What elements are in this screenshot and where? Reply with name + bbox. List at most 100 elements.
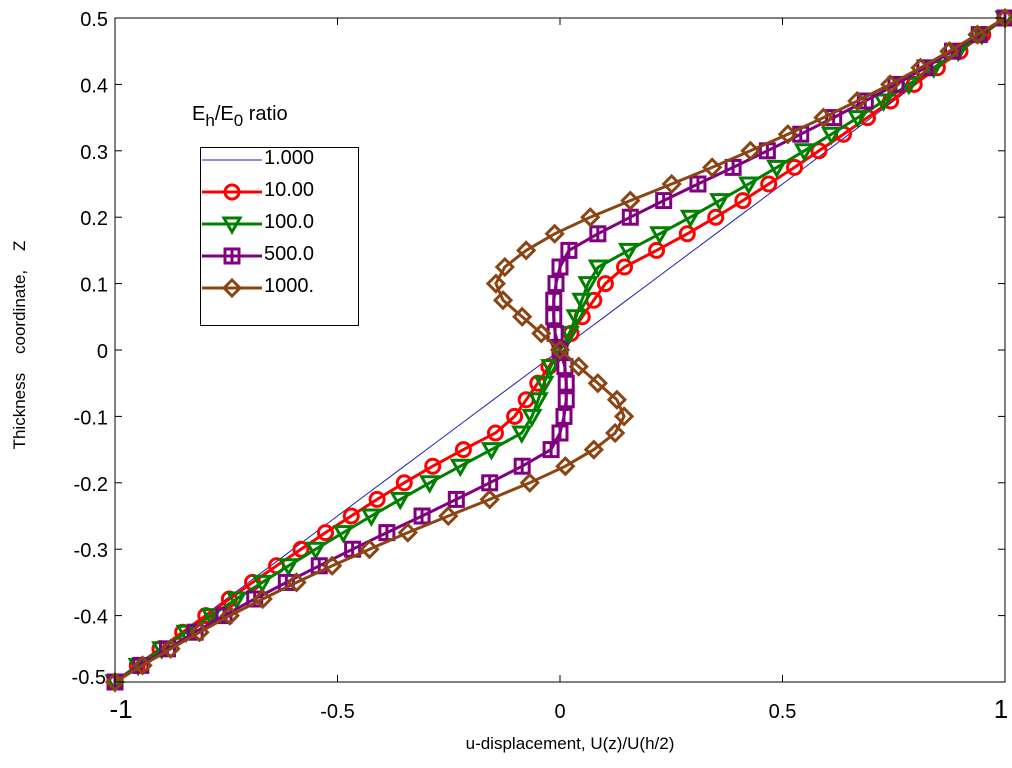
series-5-point <box>519 472 540 493</box>
series-5-point <box>219 605 240 626</box>
series-5-point <box>583 439 604 460</box>
series-3-point <box>449 458 471 478</box>
series-3-point <box>175 624 197 644</box>
y-tick-label: 0 <box>97 341 108 363</box>
y-axis-label: Thickness coordinate, Z <box>10 240 29 450</box>
series-5-point <box>606 389 628 410</box>
series-5-point <box>160 638 181 659</box>
series-3-point <box>617 242 640 262</box>
series-2-point <box>486 424 504 442</box>
x-tick-label: -1 <box>109 694 132 724</box>
y-tick-label: -0.4 <box>74 607 108 629</box>
series-2-point <box>596 275 614 293</box>
legend-title-mid: /E <box>214 103 234 125</box>
legend-swatch-1 <box>202 159 262 161</box>
series-5-point <box>438 505 459 527</box>
series-5-point <box>492 290 514 311</box>
x-tick-label: 1 <box>994 694 1008 724</box>
legend-swatch-5 <box>202 277 262 299</box>
series-4-point <box>724 158 742 176</box>
series-4-point <box>545 308 563 326</box>
series-3-point <box>820 126 843 146</box>
series-4-point <box>555 407 573 425</box>
series-3-point <box>305 541 327 561</box>
series-5-point <box>587 373 608 394</box>
y-tick-label: 0.3 <box>80 142 108 164</box>
series-2-point <box>395 474 413 492</box>
axes: -1 -0.5 0 0.5 1-0.5-0.4-0.3-0.2-0.100.10.20.… <box>72 9 1009 724</box>
series-4-point <box>689 175 707 193</box>
x-axis-label: u-displacement, U(z)/U(h/2) <box>465 734 675 753</box>
series-5 <box>104 7 1012 693</box>
legend-label-1: 1.000 <box>264 147 315 169</box>
series-3-point <box>577 276 599 295</box>
series-3-point <box>872 93 895 113</box>
series-2-point <box>454 441 472 459</box>
y-tick-label: 0.4 <box>80 75 108 97</box>
series-2-point <box>342 507 360 525</box>
series-5-point <box>613 406 635 427</box>
y-tick-label: 0.5 <box>80 9 108 31</box>
series-3-point <box>709 193 731 212</box>
series-4-point <box>655 192 673 210</box>
series-5-point <box>555 456 576 477</box>
series-5-point <box>252 588 273 610</box>
series-3-point <box>360 508 382 528</box>
x-tick-label: 0 <box>554 701 565 723</box>
series-2-point <box>616 258 634 276</box>
y-tick-label: 0.2 <box>80 208 108 230</box>
series-5-point <box>132 655 153 676</box>
series-3-point <box>251 574 273 594</box>
series-5-point <box>516 240 537 261</box>
series-5-point <box>847 90 868 112</box>
series-5-point <box>967 24 988 45</box>
series-3-point <box>540 359 562 378</box>
series-3-point <box>419 475 441 494</box>
series-2-point <box>760 175 778 193</box>
series-4-point <box>513 457 531 475</box>
y-tick-label: -0.3 <box>74 540 108 562</box>
series-3-point <box>766 159 788 179</box>
series-3-point <box>649 226 671 245</box>
legend-swatch-3 <box>202 216 262 236</box>
series-5-point <box>880 74 901 95</box>
series-5-point <box>485 273 507 294</box>
series-4-point <box>551 424 569 442</box>
series-3-point <box>511 425 533 445</box>
series-5-point <box>544 223 565 244</box>
series-3-point <box>738 176 760 196</box>
legend-title: Eh/E0 ratio <box>192 103 288 131</box>
series-5-point <box>568 356 589 377</box>
series-5-point <box>580 207 601 228</box>
series-5-point <box>939 41 960 62</box>
series-3-point <box>521 408 543 428</box>
series-5-point <box>104 671 126 693</box>
series-4-point <box>551 258 569 276</box>
series-3-point <box>558 325 580 345</box>
legend-label-4: 500.0 <box>264 243 315 265</box>
series-2-point <box>786 158 804 176</box>
series-5-line <box>114 16 1006 684</box>
legend-label-3: 100.0 <box>264 211 315 233</box>
series-5-point <box>777 124 798 145</box>
series-5-point <box>286 572 307 593</box>
legend-item-1: 1.000 <box>192 144 372 176</box>
series-2-point <box>810 142 828 160</box>
series-3-point <box>533 375 555 395</box>
plot-area <box>104 7 1012 694</box>
y-tick-label: -0.2 <box>74 474 108 496</box>
series-3-point <box>200 608 222 627</box>
series-5-point <box>494 256 515 278</box>
legend-item-2: 10.00 <box>192 176 372 208</box>
series-2-point <box>707 208 725 226</box>
series-5-point <box>189 622 210 643</box>
series-3-point <box>793 143 815 162</box>
y-tick-label: 0.1 <box>80 275 108 297</box>
series-4-point <box>557 391 575 409</box>
series-4-point <box>557 374 575 392</box>
series-3-point <box>847 110 869 129</box>
legend-title-tail: ratio <box>243 103 288 125</box>
legend-label-2: 10.00 <box>264 179 315 201</box>
legend-item-5: 1000. <box>192 272 372 304</box>
series-5-point <box>605 422 626 444</box>
